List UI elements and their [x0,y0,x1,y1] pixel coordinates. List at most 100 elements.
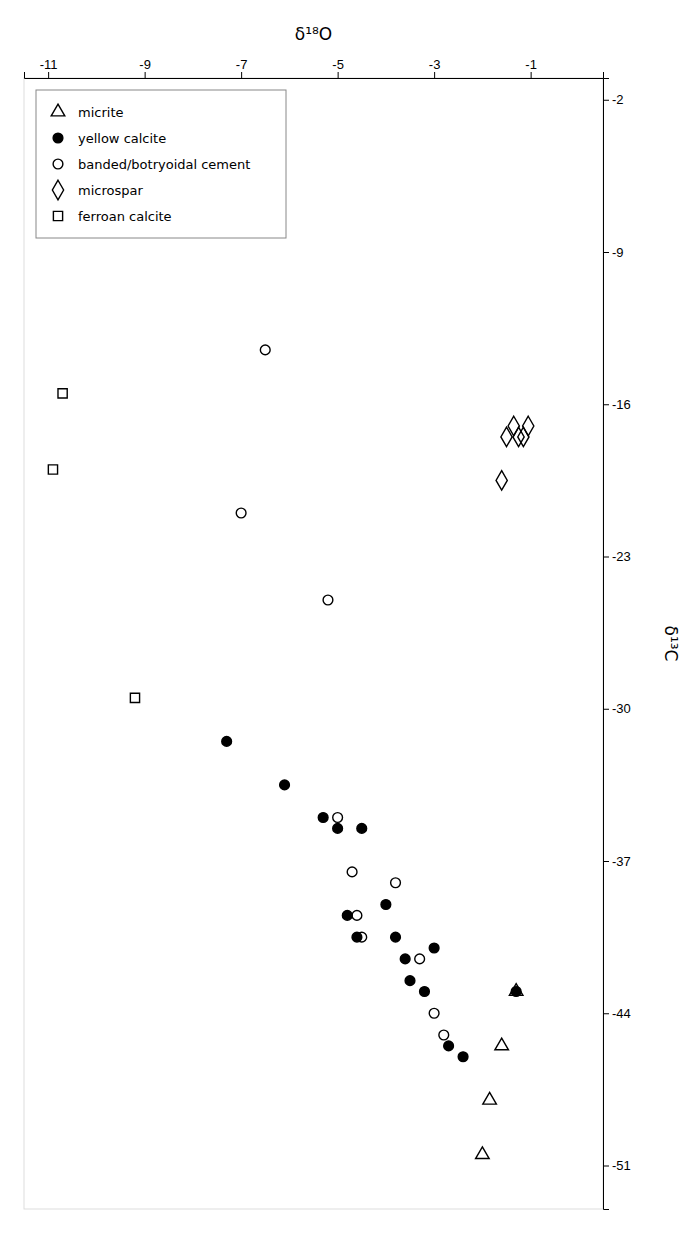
legend-label: microspar [78,183,143,198]
x-tick-label: -5 [332,57,344,72]
point [483,1092,497,1104]
x-tick: -1 [525,57,537,78]
legend-label: micrite [78,105,123,120]
x-tick-label: -9 [139,57,151,72]
y-tick: -2 [603,92,624,107]
point [48,465,57,474]
point [222,736,232,746]
point [513,427,524,447]
point [415,954,425,964]
point [496,471,507,491]
x-tick-label: -11 [40,57,58,72]
chart: -11 -9 -7 -5 -3 -1 -2 -9 -16 -23 -30 -37 -44 -51 micri… [0,0,685,1233]
series [476,984,523,1159]
x-axis-line [25,72,604,79]
legend-symbol [52,180,63,200]
series [496,416,534,490]
y-axis: -2 -9 -16 -23 -30 -37 -44 -51 [603,79,631,1210]
point [511,987,521,997]
legend-label: banded/botryoidal cement [78,157,250,172]
y-tick-label: -2 [612,92,624,107]
series [236,345,448,1040]
point [391,932,401,942]
legend-symbol [53,211,62,220]
y-axis-line [604,79,610,1210]
point [280,780,290,790]
y-tick-label: -44 [612,1006,631,1021]
point [236,508,246,518]
y-tick-mark [603,252,609,253]
y-tick-mark [603,1166,609,1167]
y-tick: -30 [603,701,631,716]
point [405,976,415,986]
point [523,416,534,436]
y-tick: -37 [603,854,631,869]
legend-box [36,90,286,238]
y-tick: -9 [603,245,624,260]
point [429,943,439,953]
x-tick-mark [145,72,146,78]
point [444,1041,454,1051]
x-tick-label: -7 [236,57,248,72]
y-tick: -51 [603,1158,631,1173]
x-tick: -5 [332,57,344,78]
x-tick-mark [338,72,339,78]
point [509,984,523,996]
x-tick-mark [241,72,242,78]
point [323,595,333,605]
x-tick: -3 [429,57,441,78]
point [357,823,367,833]
point [130,693,139,702]
point [391,878,401,888]
point [318,813,328,823]
legend-symbol [51,104,65,116]
y-tick: -23 [603,549,631,564]
y-axis-title: δ¹³C [661,626,681,662]
point [342,910,352,920]
point [352,910,362,920]
point [458,1052,468,1062]
point [429,1008,439,1018]
y-tick-mark [603,861,609,862]
y-tick-mark [603,404,609,405]
x-tick: -9 [139,57,151,78]
series [222,736,521,1061]
legend-symbol [53,159,63,169]
x-tick: -11 [40,57,58,78]
points [48,345,534,1159]
point [508,416,519,436]
y-tick-mark [603,709,609,710]
point [381,900,391,910]
legend: micrite yellow calcite banded/botryoidal c… [36,90,286,238]
x-tick-label: -1 [525,57,537,72]
y-tick-label: -51 [612,1158,631,1173]
legend-label: yellow calcite [78,131,166,146]
point [495,1038,509,1050]
y-tick-mark [603,100,609,101]
point [347,867,357,877]
plot-frame [24,78,603,1209]
y-tick: -16 [603,397,631,412]
x-tick-mark [434,72,435,78]
point [518,427,529,447]
point [260,345,270,355]
legend-label: ferroan calcite [78,209,172,224]
x-tick: -7 [236,57,248,78]
legend-symbol [53,133,63,143]
y-tick-mark [603,1013,609,1014]
series [48,389,139,703]
point [420,987,430,997]
x-axis: -11 -9 -7 -5 -3 -1 [25,57,604,79]
y-tick-label: -9 [612,245,624,260]
point [333,813,343,823]
y-tick-label: -30 [612,701,631,716]
point [400,954,410,964]
x-axis-title: δ¹⁸O [295,24,332,44]
point [476,1147,490,1159]
x-tick-label: -3 [429,57,441,72]
point [333,823,343,833]
y-tick: -44 [603,1006,631,1021]
y-tick-label: -16 [612,397,631,412]
x-tick-mark [531,72,532,78]
point [439,1030,449,1040]
